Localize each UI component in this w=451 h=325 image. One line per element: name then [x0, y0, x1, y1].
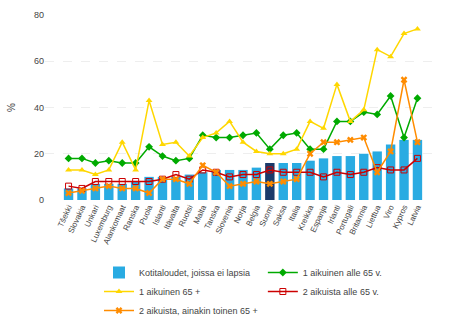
svg-text:Viro: Viro [382, 203, 396, 220]
svg-text:%: % [6, 103, 17, 112]
svg-text:Portugali: Portugali [334, 204, 356, 237]
svg-text:Luxemburg: Luxemburg [89, 204, 114, 244]
svg-text:Irlanti: Irlanti [326, 204, 343, 226]
svg-text:Ranska: Ranska [121, 203, 141, 232]
svg-text:Liettua: Liettua [364, 203, 383, 229]
svg-text:Norja: Norja [232, 203, 248, 225]
svg-text:Unkari: Unkari [83, 204, 101, 229]
svg-text:1 aikuinen alle 65 v.: 1 aikuinen alle 65 v. [303, 268, 382, 278]
svg-text:Slovakia: Slovakia [66, 203, 87, 235]
svg-text:2 aikuista, ainakin toinen 65: 2 aikuista, ainakin toinen 65 + [139, 306, 258, 316]
svg-text:Kypros: Kypros [391, 204, 410, 230]
svg-text:Puola: Puola [138, 203, 155, 226]
svg-text:Espanja: Espanja [309, 203, 330, 234]
svg-text:Islanti: Islanti [151, 204, 168, 227]
svg-text:Tšekki: Tšekki [56, 204, 74, 229]
svg-text:Malta: Malta [192, 203, 209, 225]
svg-text:20: 20 [34, 149, 44, 159]
svg-text:Suomi: Suomi [258, 204, 276, 229]
svg-text:Italia: Italia [287, 203, 303, 223]
svg-text:Kreikka: Kreikka [296, 203, 316, 231]
svg-text:Kotitaloudet, joissa ei lapsia: Kotitaloudet, joissa ei lapsia [139, 268, 250, 278]
svg-text:80: 80 [34, 10, 44, 20]
svg-text:Itävalta: Itävalta [162, 203, 181, 231]
svg-text:Tanska: Tanska [203, 203, 222, 230]
svg-text:Ruotsi: Ruotsi [177, 204, 195, 229]
svg-text:Alankomaat: Alankomaat [102, 203, 128, 246]
svg-text:Slovenia: Slovenia [214, 203, 235, 235]
svg-text:2 aikuista alle 65 v.: 2 aikuista alle 65 v. [303, 287, 379, 297]
svg-text:60: 60 [34, 56, 44, 66]
svg-text:40: 40 [34, 103, 44, 113]
svg-text:Britannia: Britannia [348, 203, 370, 236]
svg-text:Latvia: Latvia [406, 203, 423, 227]
svg-text:0: 0 [39, 195, 44, 205]
svg-text:Belgia: Belgia [244, 203, 262, 227]
svg-text:1 aikuinen 65 +: 1 aikuinen 65 + [139, 287, 200, 297]
svg-text:Saksa: Saksa [271, 203, 289, 227]
